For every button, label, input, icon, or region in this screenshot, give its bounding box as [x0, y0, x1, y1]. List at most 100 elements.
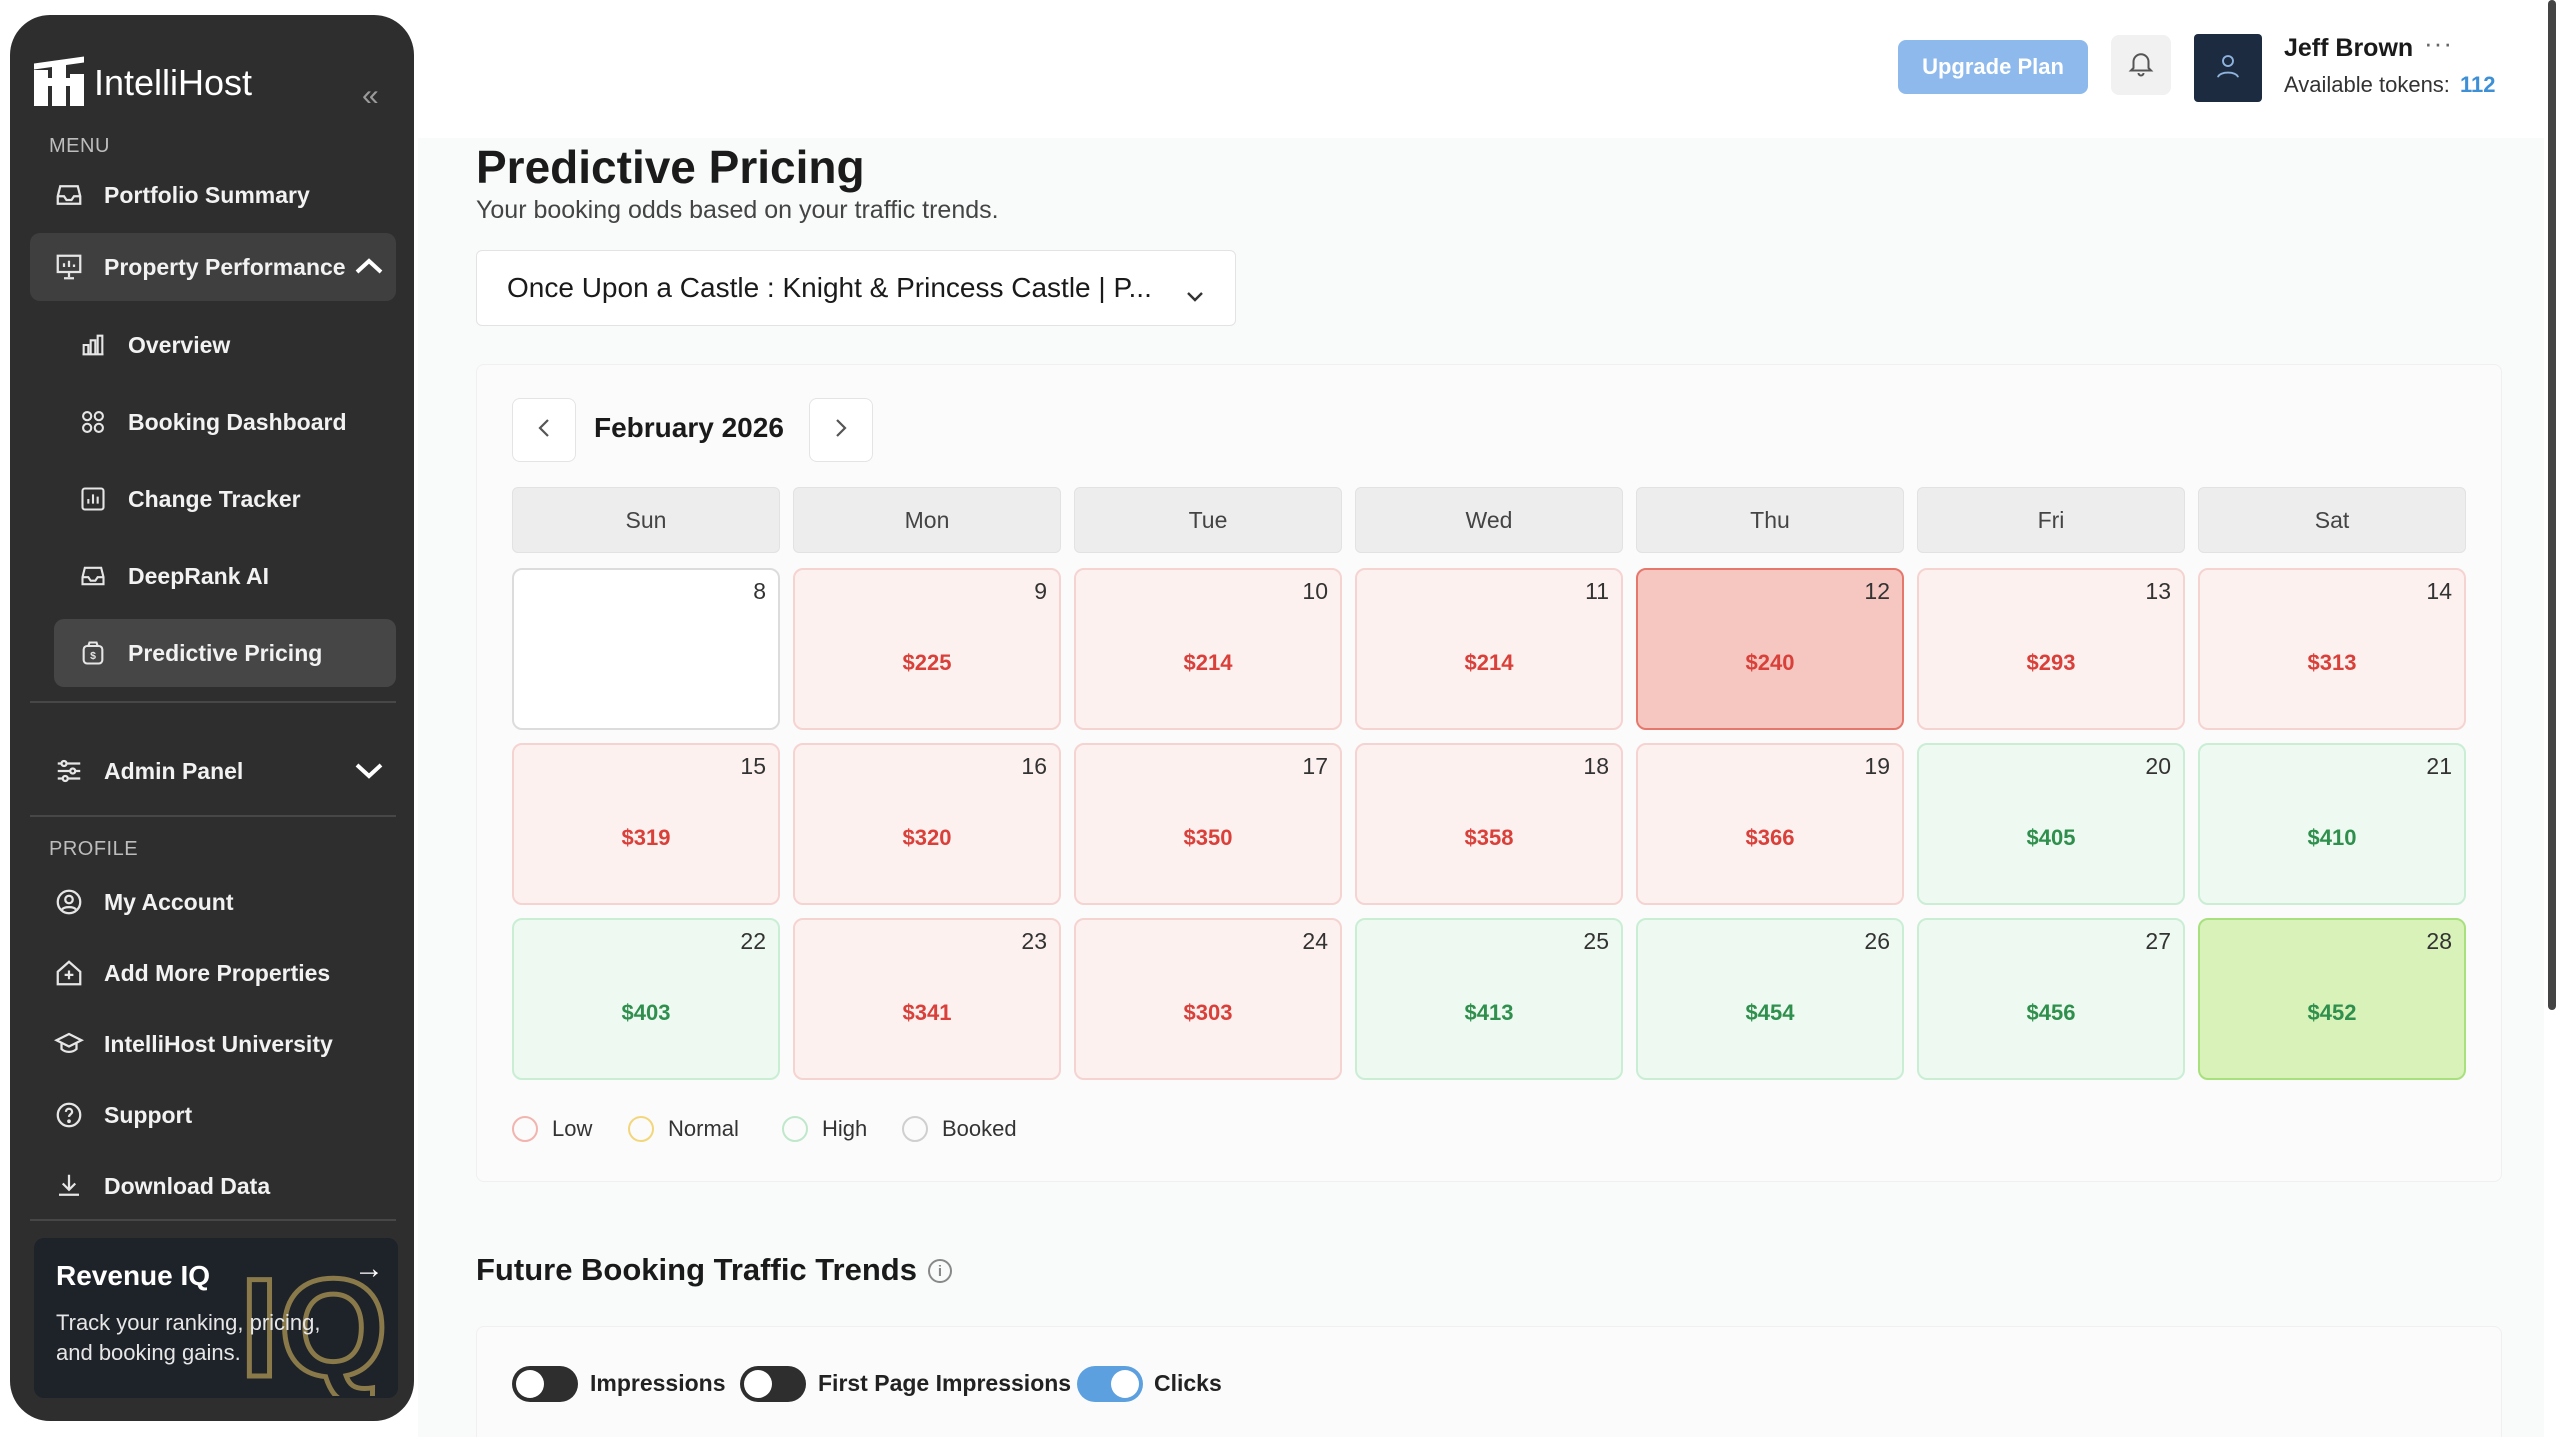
house-plus-icon [52, 956, 86, 990]
sidebar-item-deeprank-ai[interactable]: DeepRank AI [54, 542, 396, 610]
toggle-clicks[interactable] [1077, 1366, 1143, 1402]
calendar-day-cell[interactable]: 22 $403 [512, 918, 780, 1080]
scrollbar-thumb[interactable] [2548, 0, 2556, 1010]
day-number: 21 [2426, 753, 2452, 779]
calendar-day-cell[interactable]: 20 $405 [1917, 743, 2185, 905]
calendar-day-cell[interactable]: 28 $452 [2198, 918, 2466, 1080]
toggle-knob [744, 1370, 772, 1398]
calendar-day-cell[interactable]: 24 $303 [1074, 918, 1342, 1080]
avatar[interactable] [2194, 34, 2262, 102]
toggle-first-page-impressions[interactable] [740, 1366, 806, 1402]
weekday-tue: Tue [1074, 487, 1342, 553]
bell-icon [2126, 48, 2156, 83]
calendar-day-cell[interactable]: 21 $410 [2198, 743, 2466, 905]
download-icon [52, 1169, 86, 1203]
sidebar-item-booking-dashboard[interactable]: Booking Dashboard [54, 388, 396, 456]
property-select-value: Once Upon a Castle : Knight & Princess C… [507, 272, 1152, 303]
sidebar-item-change-tracker[interactable]: Change Tracker [54, 465, 396, 533]
sidebar-item-property-performance[interactable]: Property Performance [30, 233, 396, 301]
calendar-day-cell[interactable]: 19 $366 [1636, 743, 1904, 905]
chevron-down-icon [1185, 279, 1205, 311]
more-options-icon[interactable]: ··· [2424, 28, 2453, 58]
arrow-right-icon[interactable]: → [354, 1252, 384, 1285]
weekday-fri: Fri [1917, 487, 2185, 553]
calendar-day-cell[interactable]: 11 $214 [1355, 568, 1623, 730]
user-circle-icon [52, 885, 86, 919]
day-number: 10 [1302, 578, 1328, 604]
day-price: $403 [621, 1000, 671, 1025]
divider [30, 815, 396, 817]
weekday-sat: Sat [2198, 487, 2466, 553]
sidebar-item-admin-panel[interactable]: Admin Panel [30, 737, 396, 805]
sidebar-item-predictive-pricing[interactable]: $ Predictive Pricing [54, 619, 396, 687]
calendar-day-cell[interactable]: 26 $454 [1636, 918, 1904, 1080]
weekday-sun: Sun [512, 487, 780, 553]
previous-month-button[interactable] [512, 398, 576, 462]
weekday-thu: Thu [1636, 487, 1904, 553]
day-price: $319 [621, 825, 671, 850]
collapse-sidebar-icon[interactable]: « [362, 79, 379, 112]
bar-chart-icon [76, 328, 110, 362]
weekday-wed: Wed [1355, 487, 1623, 553]
calendar-day-cell[interactable]: 9 $225 [793, 568, 1061, 730]
upgrade-plan-button[interactable]: Upgrade Plan [1898, 40, 2088, 94]
revenue-iq-promo-card[interactable]: IQ Revenue IQ → Track your ranking, pric… [34, 1238, 398, 1398]
calendar-day-cell[interactable]: 27 $456 [1917, 918, 2185, 1080]
traffic-trends-card [476, 1326, 2502, 1437]
chevron-up-icon[interactable] [354, 255, 384, 282]
inbox-icon [52, 178, 86, 212]
day-price: $225 [902, 650, 952, 675]
sidebar-item-label: IntelliHost University [104, 1030, 333, 1057]
calendar-day-cell[interactable]: 18 $358 [1355, 743, 1623, 905]
calendar-day-cell[interactable]: 12 $240 [1636, 568, 1904, 730]
legend-swatch [782, 1116, 808, 1142]
toggle-label: Clicks [1154, 1370, 1222, 1396]
sidebar-item-download-data[interactable]: Download Data [30, 1152, 396, 1220]
day-number: 25 [1583, 928, 1609, 954]
calendar-day-cell[interactable]: 8 [512, 568, 780, 730]
calendar-day-cell[interactable]: 25 $413 [1355, 918, 1623, 1080]
day-number: 19 [1864, 753, 1890, 779]
sidebar-item-label: Predictive Pricing [128, 639, 323, 666]
calendar-day-cell[interactable]: 23 $341 [793, 918, 1061, 1080]
app-name: IntelliHost [94, 62, 253, 103]
day-price: $405 [2026, 825, 2076, 850]
day-number: 8 [753, 578, 766, 604]
calendar-day-cell[interactable]: 16 $320 [793, 743, 1061, 905]
sidebar-item-my-account[interactable]: My Account [30, 868, 396, 936]
app-logo[interactable]: IntelliHost [34, 56, 253, 106]
sidebar-item-label: Change Tracker [128, 485, 301, 512]
sidebar-item-portfolio-summary[interactable]: Portfolio Summary [30, 161, 396, 229]
toggle-impressions[interactable] [512, 1366, 578, 1402]
legend-label: Booked [942, 1116, 1017, 1141]
grid-icon [76, 405, 110, 439]
sidebar-item-add-more-properties[interactable]: Add More Properties [30, 939, 396, 1007]
chevron-down-icon[interactable] [354, 759, 384, 786]
day-price: $358 [1464, 825, 1514, 850]
day-number: 13 [2145, 578, 2171, 604]
legend-label: Normal [668, 1116, 739, 1141]
tokens-value: 112 [2459, 72, 2496, 97]
page-scrollbar[interactable] [2544, 0, 2560, 1437]
sidebar-item-support[interactable]: Support [30, 1081, 396, 1149]
next-month-button[interactable] [809, 398, 873, 462]
calendar-day-cell[interactable]: 14 $313 [2198, 568, 2466, 730]
sidebar-item-intellihost-university[interactable]: IntelliHost University [30, 1010, 396, 1078]
user-name: Jeff Brown [2284, 34, 2414, 62]
property-select[interactable]: Once Upon a Castle : Knight & Princess C… [476, 250, 1236, 326]
notifications-button[interactable] [2111, 35, 2171, 95]
day-number: 22 [740, 928, 766, 954]
calendar-day-cell[interactable]: 13 $293 [1917, 568, 2185, 730]
calendar-day-cell[interactable]: 15 $319 [512, 743, 780, 905]
calendar-day-cell[interactable]: 10 $214 [1074, 568, 1342, 730]
day-price: $454 [1745, 1000, 1795, 1025]
sidebar-item-overview[interactable]: Overview [54, 311, 396, 379]
legend-label: High [822, 1116, 868, 1141]
info-icon[interactable]: i [928, 1259, 952, 1283]
toggle-label: First Page Impressions [818, 1370, 1072, 1396]
sidebar-item-label: Booking Dashboard [128, 408, 347, 435]
svg-text:IQ: IQ [240, 1249, 388, 1396]
day-number: 28 [2426, 928, 2452, 954]
calendar-day-cell[interactable]: 17 $350 [1074, 743, 1342, 905]
weekday-mon: Mon [793, 487, 1061, 553]
